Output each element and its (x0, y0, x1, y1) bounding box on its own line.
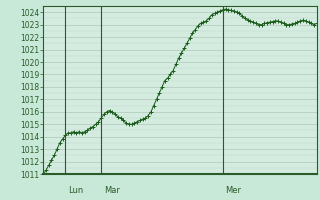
Text: Lun: Lun (68, 186, 83, 195)
Text: Mer: Mer (226, 186, 242, 195)
Text: Mar: Mar (104, 186, 120, 195)
